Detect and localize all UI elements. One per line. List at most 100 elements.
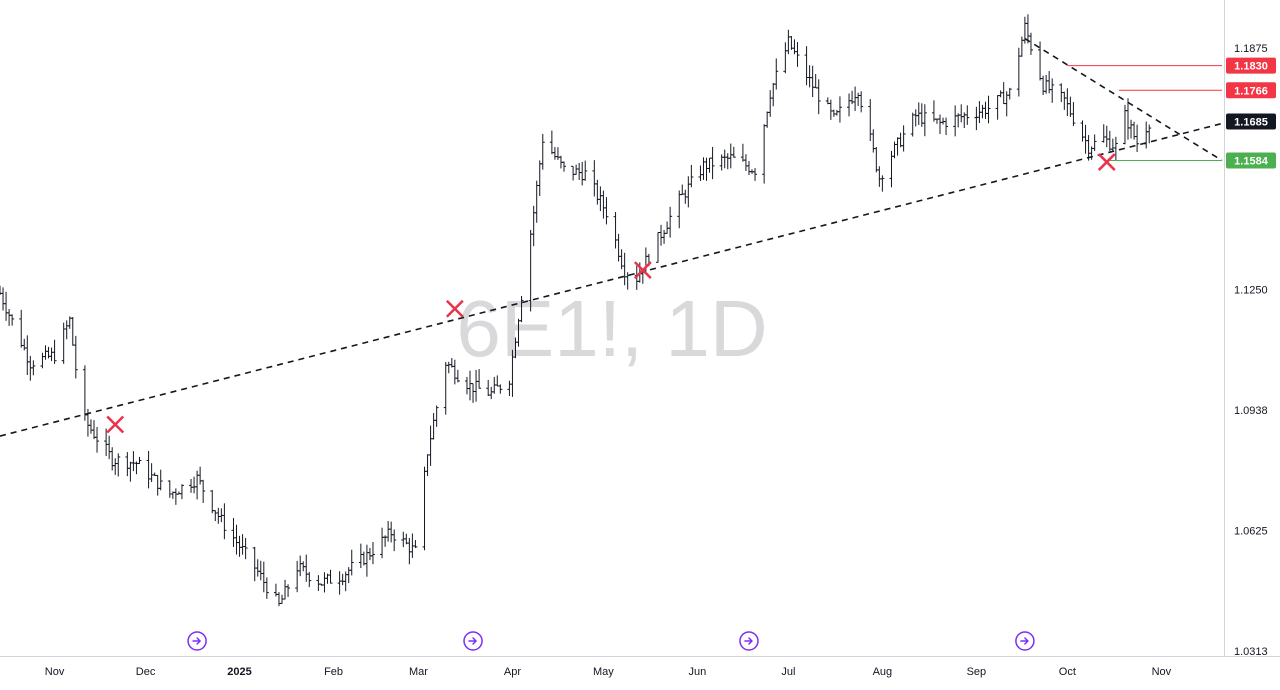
price-tags: 1.1830 1.1766 1.1584 1.1685 — [1226, 57, 1276, 169]
time-tick-label: May — [593, 666, 614, 678]
ohlc-bar — [931, 100, 936, 122]
ohlc-bar — [19, 309, 24, 348]
ohlc-bar — [189, 478, 194, 493]
price-tag-text: 1.1766 — [1234, 85, 1268, 97]
ohlc-bar — [337, 571, 342, 595]
ohlc-bar — [941, 117, 946, 125]
ohlc-bar — [82, 365, 87, 421]
ohlc-bar — [983, 101, 988, 119]
horizontal-levels[interactable] — [1067, 65, 1222, 162]
ohlc-bar — [413, 540, 418, 549]
ohlc-bar — [1050, 78, 1055, 103]
event-arrow — [744, 637, 754, 645]
ohlc-bar — [210, 490, 215, 514]
ohlc-bar — [446, 361, 451, 374]
ohlc-bar — [155, 474, 160, 496]
ohlc-bar — [1144, 121, 1149, 149]
ohlc-bar — [613, 212, 618, 249]
price-tag-text: 1.1830 — [1234, 61, 1268, 73]
ohlc-bar — [1107, 130, 1112, 152]
ohlc-bar — [234, 524, 239, 555]
ohlc-bar — [665, 221, 670, 234]
ohlc-bar — [386, 520, 391, 542]
ohlc-bar — [1135, 124, 1140, 152]
ohlc-bar — [828, 99, 833, 120]
ohlc-bar — [537, 160, 542, 197]
ohlc-bar — [1007, 87, 1012, 100]
ohlc-bar — [173, 488, 178, 505]
x-stroke — [1097, 153, 1116, 171]
arrow-circle-icon[interactable] — [187, 631, 207, 651]
ohlc-bar — [807, 65, 812, 88]
ohlc-bar — [853, 86, 858, 111]
ohlc-bar — [913, 109, 918, 127]
ohlc-bar — [298, 555, 303, 577]
ohlc-bar — [389, 521, 394, 543]
price-tag-text: 1.1584 — [1234, 156, 1269, 168]
ohlc-bar — [322, 572, 327, 593]
ohlc-bar — [231, 518, 236, 547]
ohlc-bar — [1019, 36, 1024, 57]
ohlc-bar — [562, 161, 566, 172]
ohlc-bar — [656, 232, 660, 263]
ohlc-bar — [725, 153, 730, 170]
ohlc-bar — [959, 104, 964, 123]
time-tick-label: Sep — [967, 666, 987, 678]
ohlc-bar — [128, 461, 133, 482]
ohlc-bar — [701, 157, 706, 180]
ohlc-bar — [116, 453, 121, 477]
price-tick-label: 1.0313 — [1234, 646, 1268, 658]
ohlc-bar — [1065, 88, 1070, 117]
ohlc-bar — [264, 577, 269, 599]
ohlc-bar — [22, 338, 27, 351]
ohlc-bar — [146, 450, 151, 489]
ohlc-bar — [179, 484, 184, 500]
ohlc-bar — [880, 175, 885, 192]
ohlc-bar — [704, 157, 709, 181]
ohlc-bar — [765, 111, 770, 128]
ohlc-bar — [113, 458, 118, 475]
ohlc-bar — [1126, 98, 1130, 140]
ohlc-bar — [698, 165, 703, 181]
trendlines[interactable] — [0, 37, 1223, 437]
arrow-circle-icon[interactable] — [1015, 631, 1035, 651]
ohlc-bar — [258, 560, 263, 581]
ohlc-bar — [831, 109, 836, 117]
ohlc-bar — [834, 109, 839, 116]
ohlc-bar — [980, 104, 985, 119]
ohlc-bar — [571, 165, 576, 181]
time-axis[interactable]: Nov Dec 2025 Feb Mar Apr May Jun Jul Aug Sep Oct Nov — [45, 666, 1172, 678]
event-arrow — [468, 637, 478, 645]
event-markers[interactable] — [187, 631, 1035, 651]
x-stroke — [445, 299, 464, 318]
ohlc-bar — [771, 83, 776, 107]
ohlc-bar — [364, 544, 369, 577]
ohlc-bar — [158, 469, 163, 491]
ohlc-bar — [783, 42, 788, 74]
ohlc-bar — [895, 137, 900, 156]
ohlc-bar — [810, 65, 815, 98]
ohlc-bar — [859, 91, 864, 113]
ohlc-bar — [728, 143, 733, 169]
ohlc-bar — [1028, 32, 1033, 55]
ohlc-bar — [392, 529, 397, 552]
price-tick-label: 1.1875 — [1234, 43, 1268, 55]
arrow-circle-icon[interactable] — [463, 631, 483, 651]
ohlc-bar — [877, 166, 882, 187]
ohlc-bar — [1101, 124, 1106, 143]
time-tick-label: Aug — [873, 666, 893, 678]
ohlc-bar — [434, 405, 439, 427]
price-axis[interactable]: 1.1875 1.1250 1.0938 1.0625 1.0313 — [1234, 43, 1268, 658]
ohlc-bar — [52, 339, 57, 364]
ohlc-bar — [592, 160, 597, 197]
ohlc-bar — [213, 510, 218, 522]
ohlc-bar — [486, 379, 491, 396]
ohlc-bar — [1092, 134, 1097, 151]
ohlc-bar — [4, 291, 9, 321]
arrow-circle-icon[interactable] — [739, 631, 759, 651]
ohlc-bar — [255, 559, 260, 577]
ohlc-bar — [1071, 102, 1076, 127]
ohlc-bar — [901, 125, 906, 152]
